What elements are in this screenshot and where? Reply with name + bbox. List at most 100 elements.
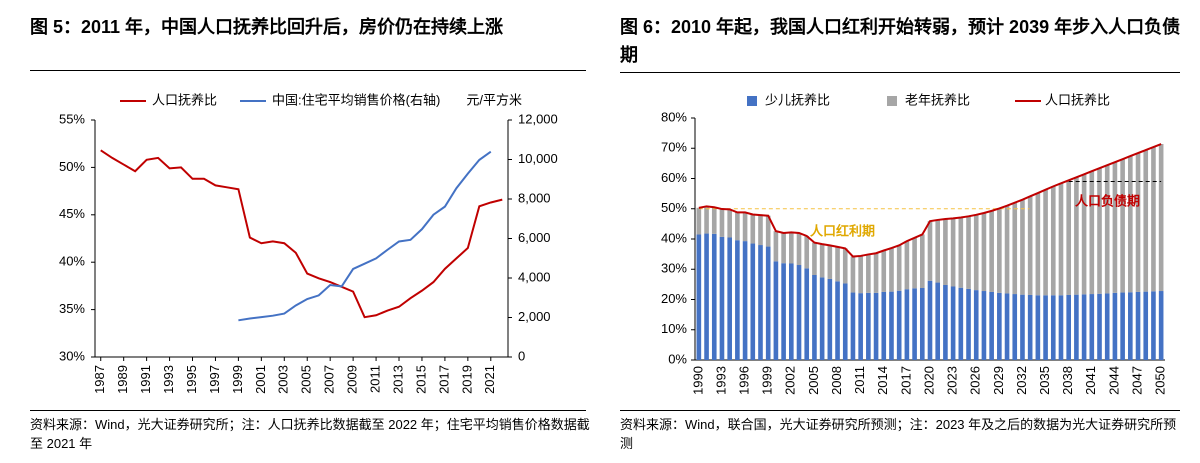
bar bbox=[966, 288, 971, 360]
x-tick-label: 2017 bbox=[898, 366, 913, 395]
x-tick-label: 2044 bbox=[1106, 366, 1121, 395]
bar bbox=[1020, 294, 1025, 360]
bar bbox=[989, 291, 994, 360]
bar bbox=[997, 208, 1002, 293]
legend-label: 少儿抚养比 bbox=[765, 92, 830, 107]
x-tick-label: 1989 bbox=[115, 365, 130, 394]
legend-label: 人口抚养比 bbox=[1045, 92, 1110, 107]
bar bbox=[1089, 171, 1095, 295]
bar bbox=[1035, 193, 1041, 296]
bar bbox=[1128, 292, 1133, 360]
bar bbox=[789, 232, 794, 264]
bar bbox=[750, 243, 756, 360]
bar bbox=[966, 216, 971, 289]
rule bbox=[30, 410, 586, 411]
bar bbox=[1143, 291, 1149, 360]
bar bbox=[919, 234, 925, 289]
bar bbox=[773, 231, 779, 262]
y-tick-label: 50% bbox=[59, 159, 85, 174]
bar bbox=[904, 241, 910, 290]
x-tick-label: 1997 bbox=[207, 365, 222, 394]
bar bbox=[781, 263, 786, 360]
bar bbox=[873, 253, 879, 293]
bar bbox=[973, 290, 979, 360]
bar bbox=[1120, 292, 1125, 360]
line-series bbox=[100, 149, 503, 319]
legend-swatch bbox=[747, 96, 757, 106]
x-tick-label: 2007 bbox=[322, 365, 337, 394]
bar bbox=[1104, 293, 1110, 360]
bar bbox=[889, 248, 894, 292]
x-tick-label: 2020 bbox=[921, 366, 936, 395]
bar bbox=[1058, 295, 1064, 360]
bar bbox=[773, 261, 779, 360]
rule bbox=[620, 72, 1180, 73]
legend-swatch bbox=[887, 96, 897, 106]
legend-label: 中国:住宅平均销售价格(右轴) bbox=[272, 92, 440, 107]
bar bbox=[1158, 291, 1164, 360]
bar bbox=[711, 207, 717, 234]
x-tick-label: 2011 bbox=[368, 365, 383, 393]
bar bbox=[1097, 168, 1102, 294]
bar bbox=[981, 291, 987, 360]
bar bbox=[1035, 295, 1041, 360]
bar bbox=[796, 265, 802, 360]
rule bbox=[620, 410, 1180, 411]
bar bbox=[1043, 295, 1048, 360]
bar bbox=[850, 292, 856, 360]
bar bbox=[765, 215, 771, 247]
x-tick-label: 2035 bbox=[1037, 366, 1052, 395]
x-tick-label: 2038 bbox=[1060, 366, 1075, 395]
bar bbox=[1066, 180, 1071, 295]
y-tick-label: 30% bbox=[59, 348, 85, 363]
bar bbox=[1004, 205, 1010, 294]
x-tick-label: 1995 bbox=[184, 365, 199, 394]
y2-tick-label: 0 bbox=[518, 348, 525, 363]
y-tick-label: 45% bbox=[59, 206, 85, 221]
bar bbox=[696, 234, 702, 360]
legend-label: 老年抚养比 bbox=[905, 92, 970, 107]
bar bbox=[819, 244, 825, 278]
x-tick-label: 2021 bbox=[482, 365, 497, 394]
bar bbox=[1081, 174, 1087, 295]
bar bbox=[842, 283, 848, 360]
bar bbox=[758, 245, 763, 360]
annotation: 人口红利期 bbox=[810, 223, 875, 238]
x-tick-label: 1996 bbox=[737, 366, 752, 395]
legend-label: 人口抚养比 bbox=[152, 92, 217, 107]
bar bbox=[1020, 199, 1025, 295]
bar bbox=[858, 255, 863, 294]
y-tick-label: 60% bbox=[661, 170, 687, 185]
bar bbox=[1081, 294, 1087, 360]
x-tick-label: 2050 bbox=[1153, 366, 1168, 395]
y2-tick-label: 8,000 bbox=[518, 190, 551, 205]
bar bbox=[935, 282, 941, 360]
bar bbox=[804, 268, 810, 360]
line-series bbox=[698, 143, 1162, 258]
bar bbox=[758, 215, 763, 246]
bar bbox=[927, 221, 933, 281]
y-tick-label: 80% bbox=[661, 109, 687, 124]
x-tick-label: 1993 bbox=[713, 366, 728, 395]
x-tick-label: 1993 bbox=[161, 365, 176, 394]
bar bbox=[866, 292, 871, 360]
x-tick-label: 2001 bbox=[253, 365, 268, 394]
bar bbox=[1128, 156, 1133, 293]
y2-tick-label: 6,000 bbox=[518, 230, 551, 245]
y-tick-label: 20% bbox=[661, 291, 687, 306]
bar bbox=[881, 291, 887, 360]
bar bbox=[904, 289, 910, 360]
bar bbox=[742, 212, 748, 242]
bar bbox=[796, 232, 802, 266]
x-tick-label: 2003 bbox=[276, 365, 291, 394]
bar bbox=[1066, 294, 1071, 360]
bar bbox=[958, 287, 964, 360]
bar bbox=[981, 212, 987, 292]
bar bbox=[943, 284, 948, 360]
bar bbox=[1151, 291, 1156, 360]
bar bbox=[727, 237, 732, 360]
bar bbox=[973, 214, 979, 291]
y2-tick-label: 4,000 bbox=[518, 269, 551, 284]
bar bbox=[1097, 293, 1102, 360]
